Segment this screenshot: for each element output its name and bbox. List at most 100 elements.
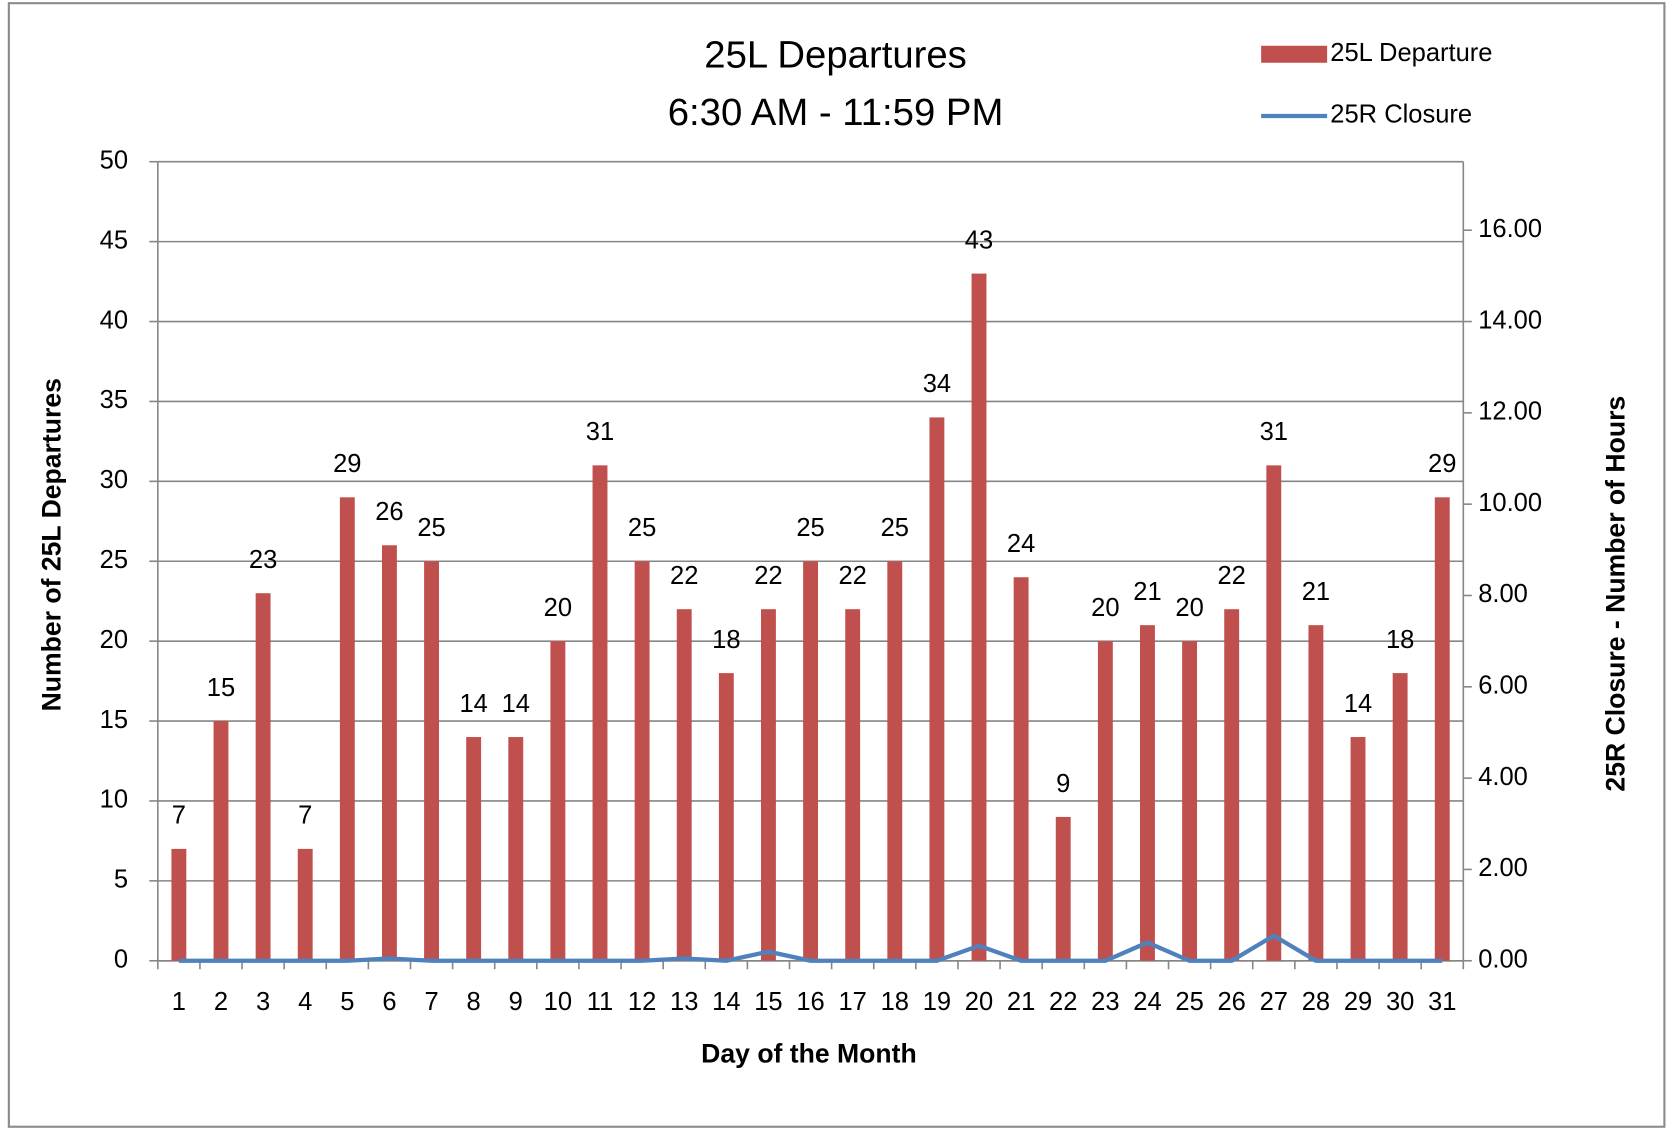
data-label: 26 <box>375 498 403 526</box>
bar <box>1224 609 1240 961</box>
data-label: 15 <box>207 674 235 702</box>
y2-tick-label: 0.00 <box>1478 946 1528 974</box>
bar <box>297 848 313 961</box>
data-label: 25 <box>628 514 656 542</box>
data-label: 14 <box>502 690 530 718</box>
data-label: 23 <box>249 546 277 574</box>
y2-tick-label: 16.00 <box>1478 215 1542 243</box>
y-tick-label: 0 <box>114 946 128 974</box>
bar <box>1140 625 1155 961</box>
x-tick-label: 10 <box>544 988 572 1016</box>
y-tick-label: 25 <box>100 546 128 574</box>
y-tick-label: 15 <box>100 706 128 734</box>
data-label: 18 <box>1386 626 1414 654</box>
legend-label: 25L Departure <box>1330 39 1492 67</box>
data-label: 18 <box>712 626 740 654</box>
y2-tick-label: 14.00 <box>1478 306 1542 334</box>
y-axis-label: Number of 25L Departures <box>37 378 67 711</box>
data-label: 14 <box>1344 690 1372 718</box>
y-tick-label: 45 <box>100 226 128 254</box>
legend-swatch <box>1261 45 1328 63</box>
data-label: 31 <box>1260 418 1288 446</box>
x-tick-label: 19 <box>923 988 951 1016</box>
x-tick-label: 24 <box>1133 988 1161 1016</box>
data-label: 20 <box>544 594 572 622</box>
bar <box>550 641 566 961</box>
bar <box>1308 625 1324 961</box>
x-tick-label: 20 <box>965 988 993 1016</box>
bar <box>592 465 608 961</box>
x-tick-label: 15 <box>754 988 782 1016</box>
x-axis-label: Day of the Month <box>701 1038 917 1068</box>
x-tick-label: 26 <box>1217 988 1245 1016</box>
y-tick-label: 5 <box>114 866 128 894</box>
bar <box>171 848 187 961</box>
data-label: 21 <box>1302 578 1330 606</box>
bar <box>1013 577 1029 961</box>
x-tick-label: 28 <box>1302 988 1330 1016</box>
data-label: 25 <box>417 514 445 542</box>
bar <box>845 609 861 961</box>
data-label: 25 <box>796 514 824 542</box>
x-tick-label: 25 <box>1175 988 1203 1016</box>
y2-tick-label: 4.00 <box>1478 763 1528 791</box>
x-tick-label: 23 <box>1091 988 1119 1016</box>
bar <box>213 721 229 961</box>
y-tick-label: 40 <box>100 306 128 334</box>
bar <box>634 561 650 961</box>
x-tick-label: 7 <box>424 988 438 1016</box>
chart-title: 25L Departures <box>704 34 967 77</box>
x-tick-label: 27 <box>1260 988 1288 1016</box>
x-tick-label: 30 <box>1386 988 1414 1016</box>
data-label: 20 <box>1175 594 1203 622</box>
x-tick-label: 4 <box>298 988 312 1016</box>
y2-axis-label: 25R Closure - Number of Hours <box>1601 396 1631 792</box>
x-tick-label: 5 <box>340 988 354 1016</box>
chart-frame <box>7 2 1666 1128</box>
x-tick-label: 16 <box>796 988 824 1016</box>
bar <box>929 417 945 961</box>
data-label: 22 <box>754 562 782 590</box>
x-tick-label: 14 <box>712 988 740 1016</box>
x-tick-label: 6 <box>382 988 396 1016</box>
x-tick-label: 13 <box>670 988 698 1016</box>
chart-subtitle: 6:30 AM - 11:59 PM <box>668 91 1004 134</box>
x-tick-label: 3 <box>256 988 270 1016</box>
data-label: 7 <box>298 802 312 830</box>
x-tick-label: 12 <box>628 988 656 1016</box>
line <box>178 933 1443 963</box>
x-tick-label: 21 <box>1007 988 1035 1016</box>
bar <box>803 561 819 961</box>
data-label: 21 <box>1133 578 1161 606</box>
bar <box>381 545 397 961</box>
y2-tick-label: 6.00 <box>1478 672 1528 700</box>
data-label: 31 <box>586 418 614 446</box>
y2-tick-label: 8.00 <box>1478 580 1528 608</box>
bar <box>971 273 987 961</box>
x-tick-label: 29 <box>1344 988 1372 1016</box>
bar <box>255 593 271 961</box>
y-tick-label: 50 <box>100 146 128 174</box>
x-tick-label: 11 <box>587 988 614 1016</box>
bar <box>508 737 524 961</box>
bar <box>1350 737 1366 961</box>
bar <box>887 561 903 961</box>
data-label: 22 <box>1217 562 1245 590</box>
data-label: 29 <box>333 450 361 478</box>
y-tick-label: 20 <box>100 626 128 654</box>
data-label: 9 <box>1056 770 1070 798</box>
y2-tick-label: 10.00 <box>1478 489 1542 517</box>
y-tick-label: 35 <box>100 386 128 414</box>
bar <box>1055 816 1071 961</box>
y-tick-label: 30 <box>100 466 128 494</box>
data-label: 43 <box>965 226 993 254</box>
data-label: 34 <box>923 370 951 398</box>
x-tick-label: 22 <box>1049 988 1077 1016</box>
bar <box>1182 641 1198 961</box>
bar <box>1434 497 1450 961</box>
data-label: 7 <box>172 802 186 830</box>
y-tick-label: 10 <box>100 786 128 814</box>
data-label: 14 <box>459 690 487 718</box>
bar <box>676 609 692 961</box>
